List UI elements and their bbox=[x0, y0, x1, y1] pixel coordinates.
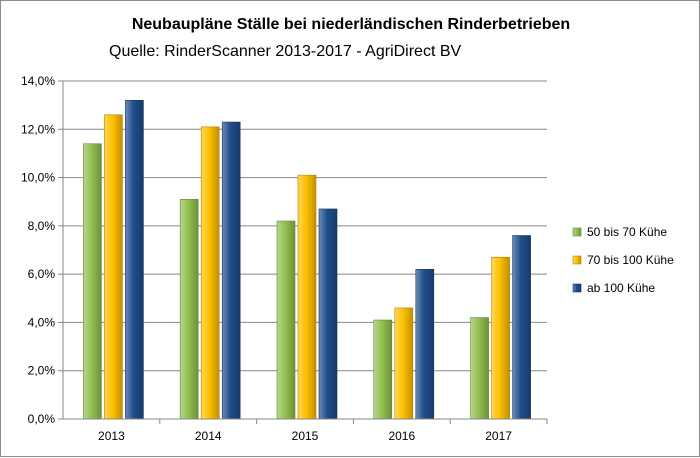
bar bbox=[470, 317, 489, 420]
axes: 0,0% 2,0% 4,0% 6,0% 8,0% 10,0% 12,0% 14,0% 2013 2… bbox=[21, 74, 548, 443]
y-tick-label: 2,0% bbox=[28, 364, 56, 378]
bar bbox=[179, 199, 199, 420]
x-tick-label: 2013 bbox=[98, 429, 125, 443]
bar bbox=[318, 208, 338, 420]
x-tick-label: 2016 bbox=[388, 429, 415, 443]
bar bbox=[83, 143, 102, 420]
y-tick-label: 12,0% bbox=[21, 122, 55, 136]
bar bbox=[373, 319, 393, 420]
bar bbox=[415, 269, 435, 420]
y-tick-label: 10,0% bbox=[21, 171, 55, 185]
legend-label: ab 100 Kühe bbox=[587, 281, 655, 295]
bar bbox=[200, 126, 220, 420]
bar bbox=[125, 100, 144, 420]
bar bbox=[297, 174, 317, 420]
x-tick-label: 2017 bbox=[485, 429, 512, 443]
bar bbox=[221, 121, 241, 420]
legend-label: 50 bis 70 Kühe bbox=[587, 225, 667, 239]
chart-title: Neubaupläne Ställe bei niederländischen … bbox=[132, 16, 570, 33]
bar bbox=[394, 307, 414, 420]
y-tick-label: 0,0% bbox=[28, 412, 56, 426]
bar bbox=[276, 220, 296, 420]
y-tick-label: 8,0% bbox=[28, 219, 56, 233]
bar bbox=[104, 114, 123, 420]
x-tick-label: 2014 bbox=[195, 429, 222, 443]
legend: 50 bis 70 Kühe 70 bis 100 Kühe ab 100 Kühe bbox=[572, 225, 674, 295]
legend-swatch bbox=[572, 283, 582, 293]
chart-subtitle: Quelle: RinderScanner 2013-2017 - AgriDi… bbox=[109, 43, 462, 60]
y-tick-label: 6,0% bbox=[28, 267, 56, 281]
bar bbox=[512, 235, 531, 420]
bar bbox=[491, 256, 510, 420]
y-tick-label: 14,0% bbox=[21, 74, 55, 88]
legend-swatch bbox=[572, 227, 582, 237]
legend-swatch bbox=[572, 255, 582, 265]
legend-label: 70 bis 100 Kühe bbox=[587, 253, 674, 267]
y-tick-label: 4,0% bbox=[28, 315, 56, 329]
x-tick-label: 2015 bbox=[292, 429, 319, 443]
